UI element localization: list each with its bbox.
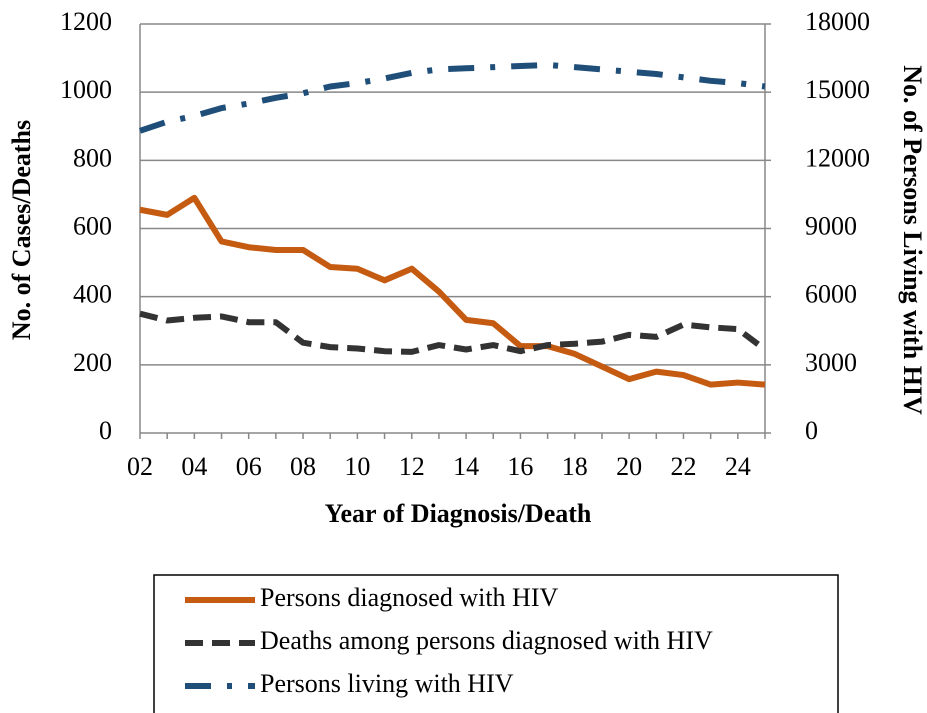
legend-label: Deaths among persons diagnosed with HIV [260,626,713,655]
legend-label: Persons diagnosed with HIV [260,583,558,612]
x-tick-label: 16 [507,452,533,481]
series-line [139,61,766,134]
y2-tick-label: 3000 [805,348,857,377]
y-tick-label: 200 [73,348,112,377]
x-tick-label: 12 [399,452,425,481]
x-tick-label: 24 [725,452,751,481]
x-tick-label: 02 [127,452,153,481]
y2-tick-label: 12000 [805,143,870,172]
x-tick-label: 18 [562,452,588,481]
y2-tick-label: 18000 [805,7,870,36]
x-tick-label: 20 [616,452,642,481]
y2-axis-title: No. of Persons Living with HIV [898,65,927,415]
x-tick-label: 06 [236,452,262,481]
y2-tick-label: 0 [805,416,818,445]
series-line [139,194,766,388]
y2-tick-label: 9000 [805,211,857,240]
y-axis-title: No. of Cases/Deaths [7,120,36,340]
legend-box [153,574,839,713]
y-tick-label: 600 [73,211,112,240]
x-tick-label: 04 [181,452,207,481]
x-tick-label: 14 [453,452,479,481]
x-tick-label: 22 [670,452,696,481]
x-axis-title: Year of Diagnosis/Death [325,499,592,528]
y-tick-label: 1000 [60,75,112,104]
series-line [139,310,767,355]
legend-label: Persons living with HIV [260,669,514,698]
x-tick-label: 10 [344,452,370,481]
y-tick-label: 800 [73,143,112,172]
y-tick-label: 400 [73,280,112,309]
y-tick-label: 0 [99,416,112,445]
x-tick-label: 08 [290,452,316,481]
y2-tick-label: 6000 [805,280,857,309]
y-tick-label: 1200 [60,7,112,36]
y2-tick-label: 15000 [805,75,870,104]
